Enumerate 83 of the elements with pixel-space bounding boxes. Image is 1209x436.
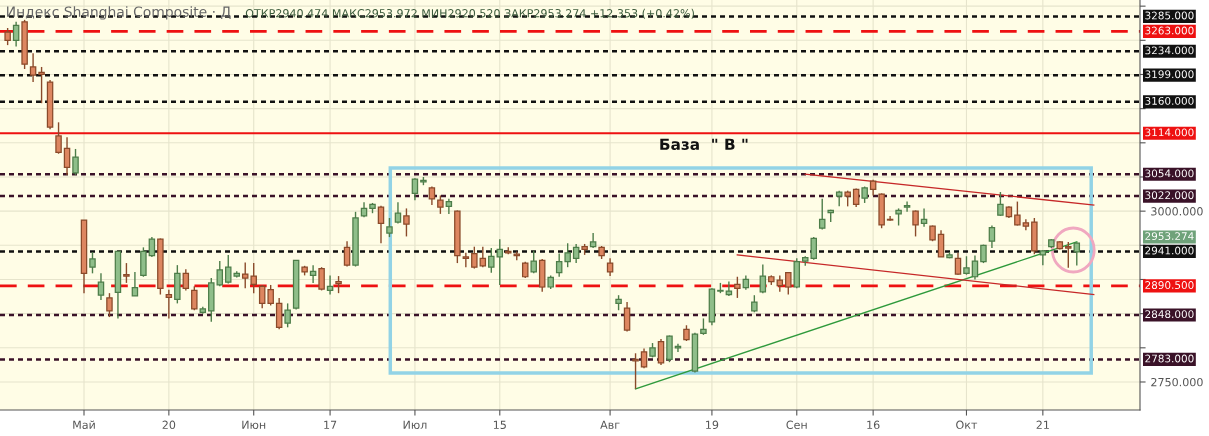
candlestick bbox=[148, 236, 156, 258]
candlestick bbox=[666, 334, 673, 363]
x-tick-label: Окт bbox=[956, 420, 978, 430]
candlestick bbox=[818, 198, 826, 231]
x-tick-label: 20 bbox=[162, 420, 176, 430]
ref-line-label: 2890.500 bbox=[1145, 281, 1194, 289]
candlestick bbox=[623, 301, 631, 333]
chart-title: Индекс Shanghai Composite · Д bbox=[7, 6, 231, 20]
x-tick-label: 15 bbox=[493, 420, 506, 430]
candlestick bbox=[759, 263, 767, 294]
candlestick bbox=[903, 200, 911, 213]
candlestick bbox=[29, 52, 37, 83]
ref-line-label: 3199.000 bbox=[1145, 70, 1194, 79]
candlestick bbox=[937, 229, 945, 258]
candlestick bbox=[963, 255, 970, 276]
candlestick bbox=[1065, 241, 1072, 269]
candlestick bbox=[488, 247, 495, 274]
x-tick-label: Июн bbox=[242, 420, 266, 430]
candlestick bbox=[555, 252, 563, 278]
annotation: База " В " bbox=[660, 138, 748, 150]
x-tick-label: Май bbox=[73, 420, 95, 430]
candlestick bbox=[403, 207, 410, 238]
candlestick bbox=[182, 268, 190, 292]
candlestick bbox=[734, 276, 741, 299]
candlestick bbox=[97, 272, 105, 301]
candlestick bbox=[343, 240, 351, 268]
candlestick bbox=[89, 251, 96, 275]
ref-line-label: 2941.000 bbox=[1145, 246, 1194, 255]
candlestick bbox=[411, 177, 419, 201]
ref-line-label: 3285.000 bbox=[1145, 11, 1194, 20]
candlestick bbox=[971, 254, 979, 281]
candlestick bbox=[657, 338, 665, 366]
candlestick bbox=[140, 246, 147, 278]
candlestick bbox=[131, 271, 139, 297]
candlestick bbox=[725, 280, 733, 297]
x-tick-label: Сен bbox=[786, 420, 807, 430]
ref-line-label: 3022.000 bbox=[1145, 191, 1194, 200]
x-tick-label: 19 bbox=[706, 420, 719, 430]
text: 2953.274 bbox=[1145, 232, 1194, 241]
candlestick bbox=[106, 292, 113, 318]
ref-line-label: 2783.000 bbox=[1145, 354, 1194, 363]
candlestick bbox=[38, 66, 45, 104]
x-tick-label: 17 bbox=[324, 420, 337, 429]
ref-line-label: 2848.000 bbox=[1145, 310, 1194, 319]
candlestick bbox=[572, 243, 580, 264]
ref-line-label: 3114.000 bbox=[1145, 128, 1194, 137]
candlestick bbox=[462, 252, 470, 268]
ref-line-label: 3263.000 bbox=[1145, 26, 1194, 35]
candlestick bbox=[258, 284, 266, 309]
candlestick bbox=[997, 191, 1004, 217]
ref-line-label: 3160.000 bbox=[1145, 96, 1194, 105]
ref-line-label: 3054.000 bbox=[1145, 169, 1194, 178]
candlestick bbox=[954, 252, 962, 276]
y-tick-label: 3000.000 bbox=[1151, 207, 1203, 216]
candlestick bbox=[72, 148, 79, 176]
candlestick bbox=[12, 21, 20, 48]
candlestick bbox=[988, 224, 996, 249]
candlestick bbox=[284, 302, 291, 329]
candlestick bbox=[326, 274, 334, 296]
candlestick bbox=[63, 136, 71, 176]
candlestick bbox=[55, 121, 62, 155]
text: ОТКР2940.474 МАКС2953.972 МИН2920.520 ЗАКР2953.274 +12.353 (+0.42%) bbox=[245, 8, 694, 19]
candlestick bbox=[912, 209, 919, 238]
candlestick bbox=[267, 284, 274, 307]
x-tick-label: 16 bbox=[867, 420, 880, 430]
candlestick bbox=[377, 204, 385, 244]
x-tick-label: Авг bbox=[600, 420, 620, 429]
candlestick bbox=[471, 245, 478, 270]
x-tick-label: Июл bbox=[403, 420, 427, 430]
candlestick bbox=[1073, 241, 1081, 267]
candlestick bbox=[309, 264, 317, 284]
ref-line-label: 3234.000 bbox=[1145, 46, 1194, 55]
candlestick bbox=[632, 352, 639, 390]
candlestick bbox=[437, 194, 444, 215]
x-tick-label: 21 bbox=[1036, 420, 1049, 429]
candlestick bbox=[386, 217, 393, 238]
candlestick bbox=[165, 289, 173, 320]
candlestick bbox=[275, 297, 283, 331]
candlestick bbox=[496, 238, 504, 286]
candlestick bbox=[920, 207, 928, 228]
candlestick bbox=[123, 262, 130, 284]
y-tick-label: 2750.000 bbox=[1151, 377, 1203, 387]
candlestick bbox=[564, 242, 571, 268]
